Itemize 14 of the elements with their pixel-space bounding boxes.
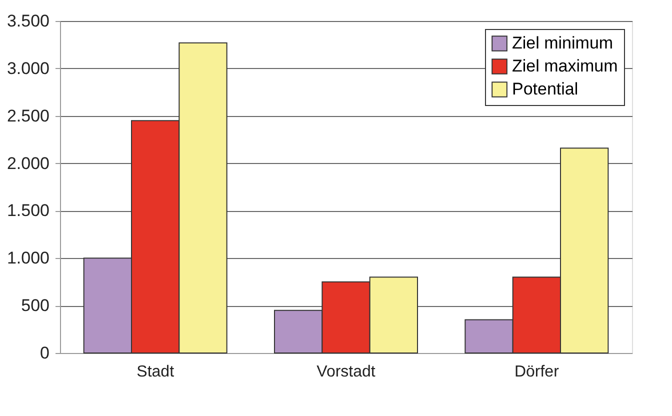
y-tick-label: 3.500: [6, 12, 50, 30]
y-tick-label: 2.000: [6, 154, 50, 173]
y-tick-label: 0: [40, 344, 50, 362]
x-tick-label: Vorstadt: [316, 364, 376, 380]
y-tick-label: 1.000: [6, 248, 50, 268]
y-tick-label: 2.500: [6, 106, 50, 126]
x-tick-label: Dörfer: [514, 364, 560, 380]
y-tick-label: 500: [21, 296, 50, 316]
x-tick-label: Stadt: [136, 364, 175, 380]
y-tick-label: 3.000: [6, 58, 50, 78]
legend-label: Ziel maximum: [512, 56, 618, 76]
legend-label: Ziel minimum: [512, 34, 614, 52]
y-tick-label: 1.500: [6, 201, 50, 220]
legend-label: Potential: [512, 80, 578, 98]
